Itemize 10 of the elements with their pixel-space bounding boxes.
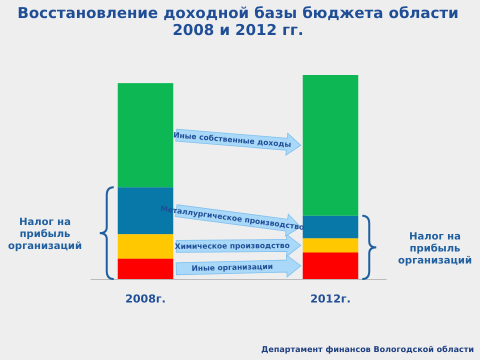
bar bbox=[118, 258, 174, 279]
text: Департамент финансов Вологодской области bbox=[261, 345, 474, 354]
bar bbox=[118, 83, 174, 188]
text: Налог на прибыль организаций bbox=[8, 217, 82, 252]
bar bbox=[302, 75, 358, 216]
chart-title: Восстановление доходной базы бюджета области 2008 и 2012 гг. bbox=[17, 4, 459, 39]
x-tick-label: 2008г. bbox=[125, 292, 166, 306]
x-tick-label: 2012г. bbox=[310, 292, 351, 306]
bar bbox=[118, 234, 174, 259]
text: Налог на прибыль организаций bbox=[398, 231, 472, 266]
